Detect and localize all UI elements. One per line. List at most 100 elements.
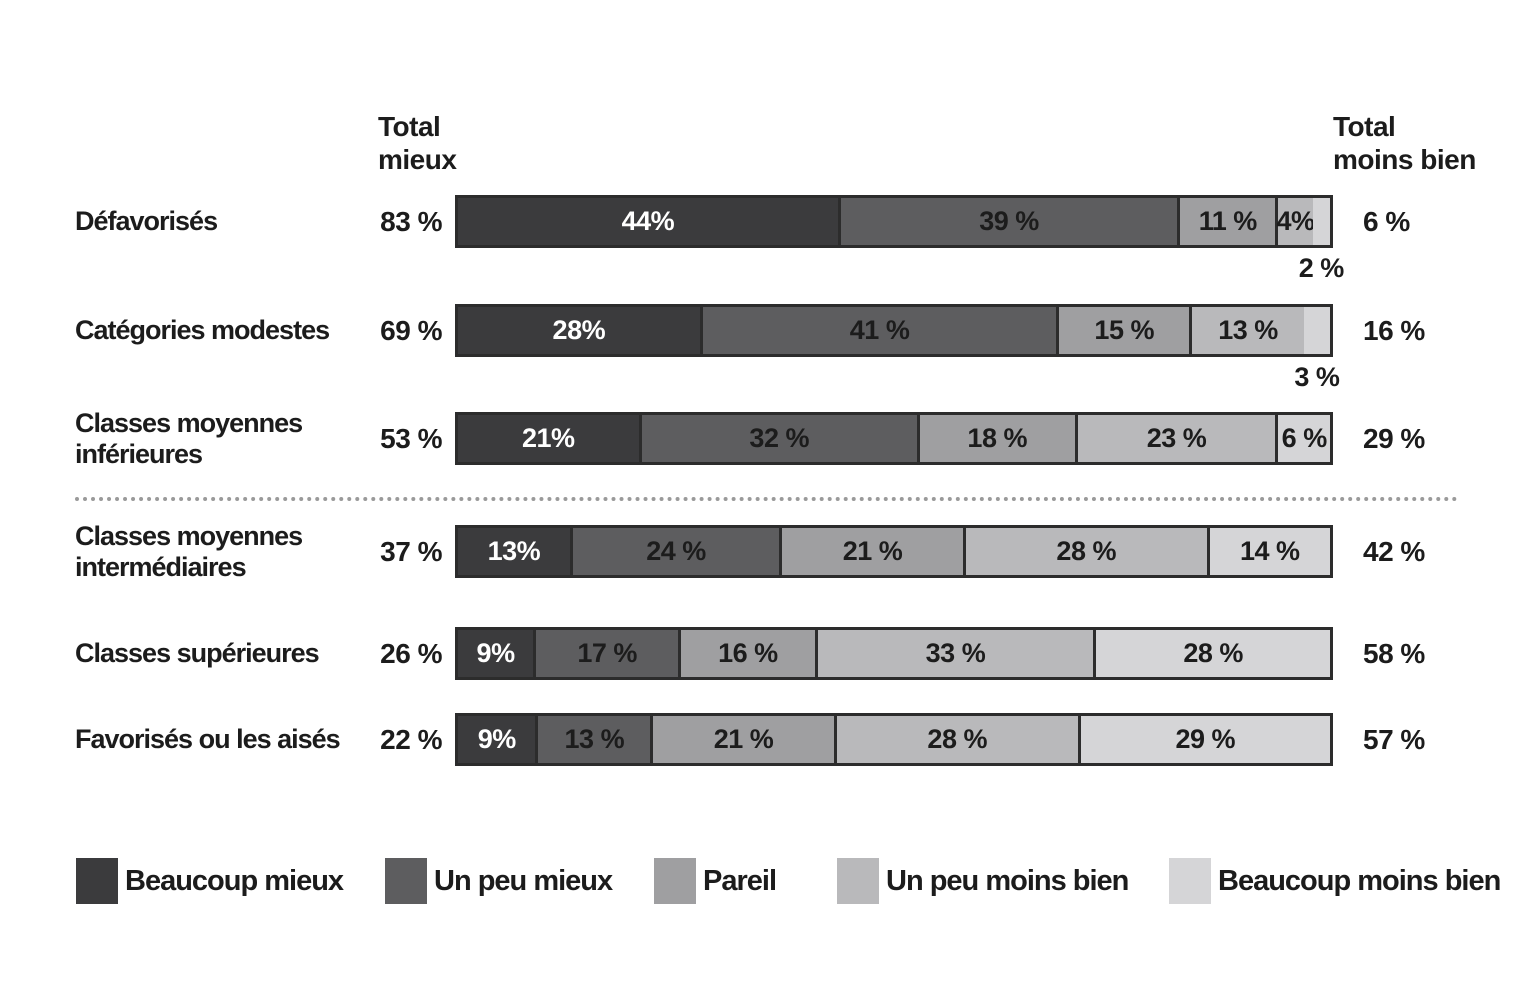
bar-segment: 29 % xyxy=(1077,716,1330,763)
bar-segment: 28 % xyxy=(962,528,1207,575)
legend-item: Un peu moins bien xyxy=(837,856,1129,906)
chart-row: Classes supérieures 26 % 9% 17 % 16 % 33 % 2… xyxy=(0,627,1528,680)
legend-item: Un peu mieux xyxy=(385,856,613,906)
legend-swatch xyxy=(654,858,696,904)
segment-value-label: 24 % xyxy=(646,536,706,566)
row-total-better: 53 % xyxy=(380,422,442,454)
row-total-better: 69 % xyxy=(380,314,442,346)
bar-segment: 28 % xyxy=(833,716,1078,763)
segment-value-label: 32 % xyxy=(749,423,809,453)
row-total-worse: 29 % xyxy=(1363,422,1425,454)
row-total-worse: 6 % xyxy=(1363,205,1410,237)
legend-swatch xyxy=(1169,858,1211,904)
segment-value-label: 33 % xyxy=(925,638,986,668)
segment-value-label: 44% xyxy=(621,206,675,236)
bar-segment: 11 % xyxy=(1177,198,1276,245)
bar-segment: 15 % xyxy=(1056,307,1189,354)
row-category-label: Défavorisés xyxy=(75,206,218,236)
segment-value-label: 13% xyxy=(487,536,541,566)
row-total-better: 22 % xyxy=(380,723,442,755)
stacked-bar: 28% 41 % 15 % 13 % 3 % xyxy=(455,304,1340,392)
segment-value-label: 13 % xyxy=(1218,315,1278,345)
bar-segment: 32 % xyxy=(638,415,917,462)
segment-value-label: 28 % xyxy=(1183,638,1243,668)
chart-row: Défavorisés 83 % 44% 39 % 11 % 4% 2 % 6 % xyxy=(0,195,1528,283)
bar-segment: 13 % xyxy=(1188,307,1305,354)
legend-item: Pareil xyxy=(654,856,777,906)
legend-label: Beaucoup mieux xyxy=(125,864,344,897)
section-divider-dotted xyxy=(75,497,1458,501)
legend-swatch xyxy=(76,858,118,904)
row-total-better: 83 % xyxy=(380,205,442,237)
legend-label: Un peu moins bien xyxy=(886,864,1129,897)
row-total-worse: 58 % xyxy=(1363,637,1425,669)
bar-segment: 44% xyxy=(458,198,838,245)
segment-value-label: 39 % xyxy=(979,206,1039,236)
segment-value-below: 2 % xyxy=(1298,253,1345,283)
segment-value-below: 3 % xyxy=(1294,362,1340,392)
chart-row: Classes moyennes inférieures 53 % 21% 32 … xyxy=(0,407,1528,469)
bar-segment: 24 % xyxy=(569,528,780,575)
bar-segment: 6 % xyxy=(1275,415,1330,462)
row-category-label: Favorisés ou les aisés xyxy=(75,724,341,754)
bar-segment: 23 % xyxy=(1074,415,1276,462)
segment-value-label: 13 % xyxy=(564,724,625,754)
stacked-bar: 21% 32 % 18 % 23 % 6 % xyxy=(455,412,1333,465)
column-header-line: mieux xyxy=(378,144,457,175)
bar-segment: 18 % xyxy=(916,415,1075,462)
bar-segment: 16 % xyxy=(678,630,815,677)
segment-value-label: 21 % xyxy=(713,724,774,754)
bar-segment: 4% xyxy=(1275,198,1315,245)
row-category-label: Classes supérieures xyxy=(75,638,320,668)
bar-segment: 41 % xyxy=(699,307,1057,354)
row-total-worse: 57 % xyxy=(1363,723,1425,755)
bar-segment: 14 % xyxy=(1206,528,1330,575)
column-header-total-better: Total mieux xyxy=(378,110,457,176)
chart-row: Catégories modestes 69 % 28% 41 % 15 % 13 %… xyxy=(0,304,1528,392)
bar-segment: 21% xyxy=(458,415,639,462)
row-category-label: Catégories modestes xyxy=(75,315,330,345)
bar-segment: 21 % xyxy=(779,528,963,575)
segment-value-label: 14 % xyxy=(1240,536,1300,566)
bar-segment: 9% xyxy=(458,630,534,677)
segment-value-label: 28% xyxy=(552,315,606,345)
bar-segment xyxy=(1304,307,1330,354)
row-total-worse: 16 % xyxy=(1363,314,1425,346)
bar-segment: 13 % xyxy=(535,716,651,763)
legend-label: Un peu mieux xyxy=(434,864,613,897)
segment-value-label: 11 % xyxy=(1198,206,1258,236)
stacked-bar: 13% 24 % 21 % 28 % 14 % xyxy=(455,525,1333,578)
segment-value-label: 21% xyxy=(522,423,575,453)
stacked-bar: 9% 17 % 16 % 33 % 28 % xyxy=(455,627,1333,680)
legend-item: Beaucoup mieux xyxy=(76,856,344,906)
legend-label: Pareil xyxy=(703,864,777,897)
segment-value-label: 17 % xyxy=(577,638,637,668)
segment-value-label: 41 % xyxy=(849,315,910,345)
stacked-bar: 44% 39 % 11 % 4% 2 % xyxy=(455,195,1344,283)
row-category-label: Classes moyennes intermédiaires xyxy=(75,520,303,582)
legend-swatch xyxy=(837,858,879,904)
legend-swatch xyxy=(385,858,427,904)
segment-value-label: 15 % xyxy=(1094,315,1154,345)
bar-segment: 21 % xyxy=(650,716,834,763)
chart-legend: Beaucoup mieux Un peu mieux Pareil Un pe… xyxy=(0,856,1528,906)
segment-value-label: 18 % xyxy=(967,423,1027,453)
segment-value-label: 4% xyxy=(1276,206,1315,236)
legend-label: Beaucoup moins bien xyxy=(1218,864,1501,897)
bar-segment: 17 % xyxy=(533,630,679,677)
bar-segment: 39 % xyxy=(837,198,1178,245)
segment-value-label: 16 % xyxy=(718,638,778,668)
column-header-total-worse: Total moins bien xyxy=(1333,110,1476,176)
segment-value-label: 6 % xyxy=(1281,423,1328,453)
chart-row: Favorisés ou les aisés 22 % 9% 13 % 21 % 28… xyxy=(0,713,1528,766)
bar-segment: 33 % xyxy=(814,630,1094,677)
bar-segment xyxy=(1312,198,1330,245)
column-header-line: Total xyxy=(378,111,441,142)
row-total-worse: 42 % xyxy=(1363,535,1425,567)
segment-value-label: 23 % xyxy=(1146,423,1207,453)
segment-value-label: 29 % xyxy=(1175,724,1236,754)
column-header-line: moins bien xyxy=(1333,144,1476,175)
segment-value-label: 21 % xyxy=(842,536,903,566)
row-category-label: Classes moyennes inférieures xyxy=(75,407,303,469)
